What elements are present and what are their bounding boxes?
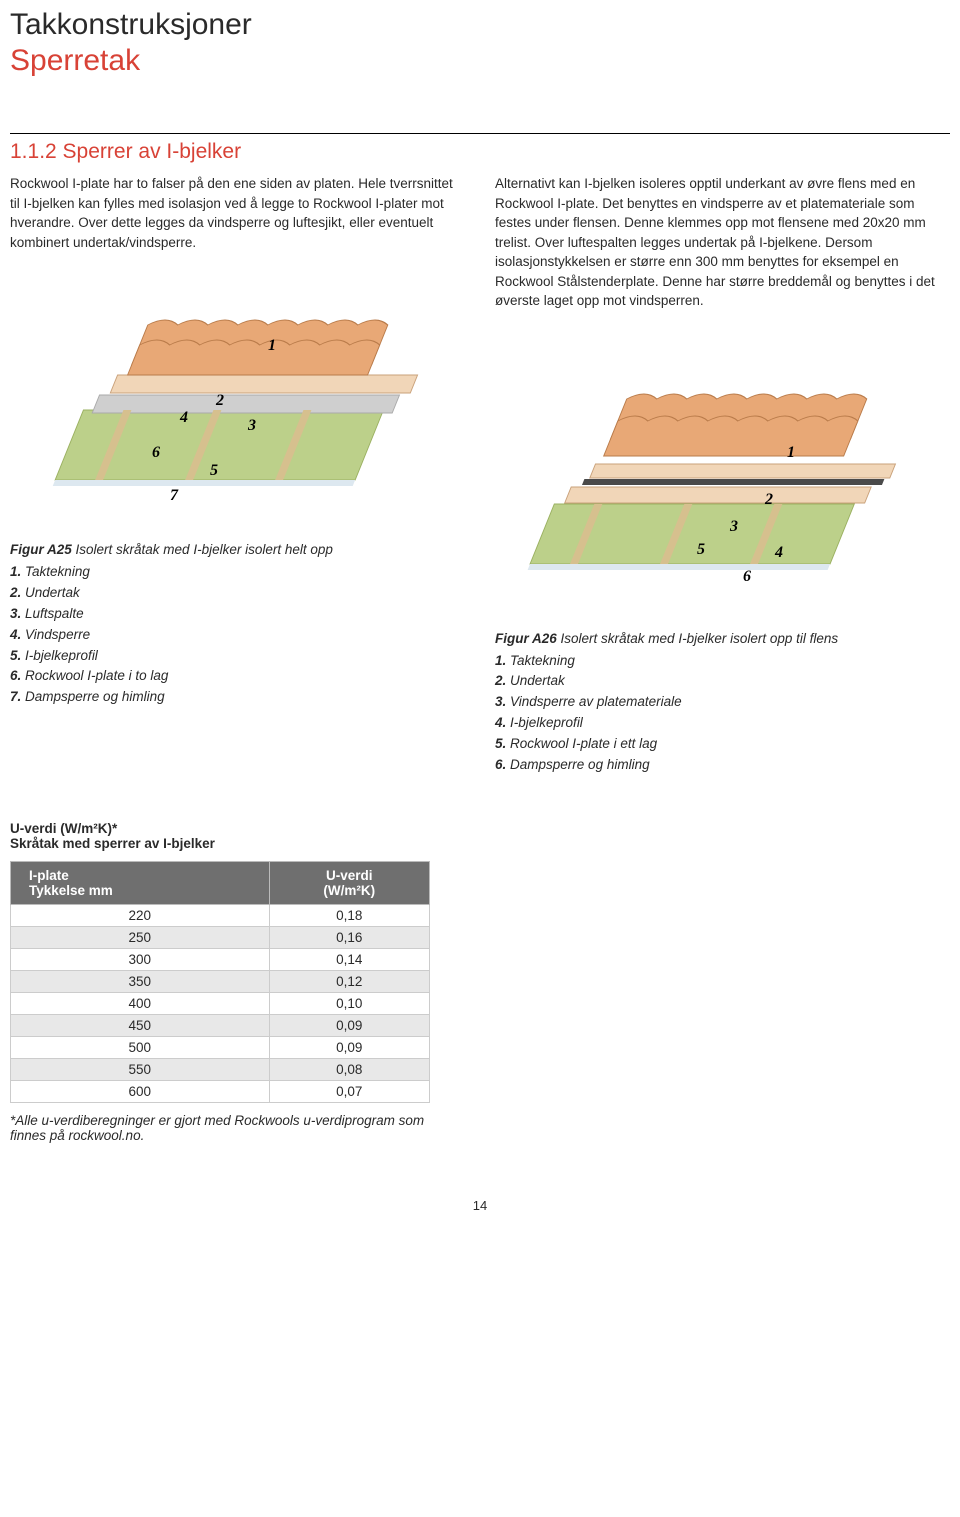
table-row: 5000,09 xyxy=(11,1037,430,1059)
page-title: Takkonstruksjoner xyxy=(10,8,950,42)
table-row: 2500,16 xyxy=(11,927,430,949)
table-row: 2200,18 xyxy=(11,905,430,927)
svg-text:1: 1 xyxy=(268,337,276,354)
table-row: 3000,14 xyxy=(11,949,430,971)
page-subtitle: Sperretak xyxy=(10,44,950,78)
uverdi-table: I-plate Tykkelse mm U-verdi (W/m²K) 2200… xyxy=(10,861,430,1103)
uverdi-tbody: 2200,182500,163000,143500,124000,104500,… xyxy=(11,905,430,1103)
svg-text:4: 4 xyxy=(179,409,188,426)
table-col2-header: U-verdi (W/m²K) xyxy=(269,862,429,905)
table-footnote: *Alle u-verdiberegninger er gjort med Ro… xyxy=(10,1113,430,1143)
section-divider xyxy=(10,133,950,134)
svg-text:4: 4 xyxy=(774,544,783,561)
svg-text:2: 2 xyxy=(764,491,773,508)
table-heading: U-verdi (W/m²K)* Skråtak med sperrer av … xyxy=(10,821,950,851)
table-row: 3500,12 xyxy=(11,971,430,993)
figure-a26-list: 1. Taktekning 2. Undertak 3. Vindsperre … xyxy=(495,651,950,777)
svg-text:2: 2 xyxy=(215,392,224,409)
svg-text:6: 6 xyxy=(743,568,751,585)
page-number: 14 xyxy=(10,1198,950,1213)
figure-a25-caption: Figur A25 Isolert skråtak med I-bjelker … xyxy=(10,540,465,560)
svg-text:5: 5 xyxy=(697,541,705,558)
table-row: 6000,07 xyxy=(11,1081,430,1103)
table-row: 5500,08 xyxy=(11,1059,430,1081)
svg-text:3: 3 xyxy=(729,518,738,535)
intro-right: Alternativt kan I-bjelken isoleres oppti… xyxy=(495,174,950,311)
svg-text:1: 1 xyxy=(787,444,795,461)
svg-text:3: 3 xyxy=(247,417,256,434)
section-heading: 1.1.2 Sperrer av I-bjelker xyxy=(10,140,950,164)
figure-a26-caption: Figur A26 Isolert skråtak med I-bjelker … xyxy=(495,629,950,649)
figure-a25-list: 1. Taktekning 2. Undertak 3. Luftspalte … xyxy=(10,562,465,708)
right-column: Alternativt kan I-bjelken isoleres oppti… xyxy=(495,174,950,776)
svg-text:7: 7 xyxy=(170,487,179,504)
intro-left: Rockwool I-plate har to falser på den en… xyxy=(10,174,465,252)
table-row: 4500,09 xyxy=(11,1015,430,1037)
left-column: Rockwool I-plate har to falser på den en… xyxy=(10,174,465,776)
table-row: 4000,10 xyxy=(11,993,430,1015)
figure-a25-diagram: 1 2 4 3 6 5 7 xyxy=(10,270,440,530)
figure-a26-diagram: 1 2 3 5 4 6 xyxy=(495,329,925,619)
svg-text:6: 6 xyxy=(152,444,160,461)
svg-text:5: 5 xyxy=(210,462,218,479)
table-col1-header: I-plate Tykkelse mm xyxy=(11,862,270,905)
